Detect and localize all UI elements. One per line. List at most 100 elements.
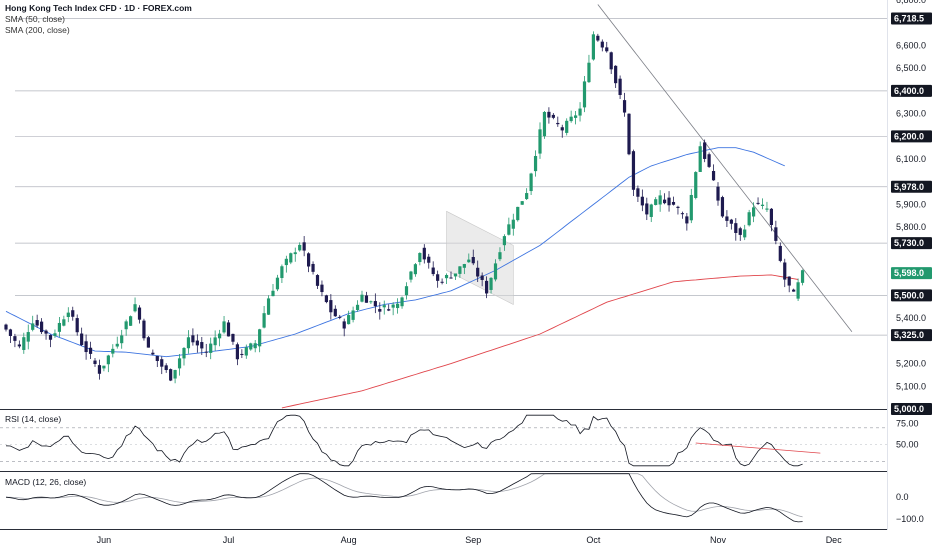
candle-body bbox=[707, 154, 711, 167]
price-tick-label: 6,500.0 bbox=[896, 63, 926, 73]
candle-body bbox=[53, 333, 57, 336]
flag-channel bbox=[446, 210, 514, 305]
candle-body bbox=[760, 204, 765, 206]
price-axis[interactable]: 6,800.0 6,600.0 6,500.0 6,300.0 6,100.0 5,900… bbox=[891, 0, 932, 524]
time-tick-label: Jun bbox=[97, 535, 112, 545]
candle-body bbox=[75, 318, 79, 333]
price-level-tag bbox=[891, 289, 932, 302]
trend-line bbox=[597, 4, 853, 332]
candle-body bbox=[738, 228, 742, 235]
instrument-title[interactable]: Hong Kong Tech Index CFD · 1D · FOREX.co… bbox=[5, 3, 192, 13]
pane-separators bbox=[0, 0, 888, 530]
candle-body bbox=[689, 194, 693, 221]
horizontal-levels bbox=[15, 18, 887, 336]
candle-body bbox=[493, 263, 498, 280]
price-level-tag-label: 5,325.0 bbox=[894, 330, 924, 340]
candle-body bbox=[97, 365, 102, 374]
candle-body bbox=[351, 310, 355, 320]
rsi-tick-label: 50.00 bbox=[896, 440, 919, 450]
price-level-tag bbox=[891, 267, 932, 280]
candle-body bbox=[280, 266, 284, 279]
candle-body bbox=[698, 146, 702, 172]
candle-body bbox=[792, 289, 796, 292]
candle-body bbox=[311, 263, 315, 272]
candle-body bbox=[640, 196, 644, 206]
price-level-tag-label: 6,718.5 bbox=[894, 14, 924, 24]
candle-body bbox=[680, 213, 684, 215]
candle-body bbox=[800, 270, 805, 283]
candle-body bbox=[186, 337, 191, 349]
candle-body bbox=[587, 62, 591, 83]
candle-body bbox=[404, 286, 409, 296]
candle-body bbox=[627, 113, 631, 155]
candle-body bbox=[22, 337, 26, 350]
candle-body bbox=[84, 341, 88, 353]
candle-body bbox=[342, 321, 346, 329]
candle-body bbox=[347, 315, 351, 325]
candle-body bbox=[244, 347, 248, 356]
sma200-legend[interactable]: SMA (200, close) bbox=[5, 25, 70, 35]
candle-body bbox=[556, 122, 560, 125]
candle-body bbox=[725, 216, 729, 221]
candle-body bbox=[458, 266, 462, 274]
candle-body bbox=[266, 298, 271, 315]
candle-body bbox=[231, 333, 235, 342]
candle-body bbox=[111, 348, 115, 354]
candle-body bbox=[320, 284, 324, 293]
candle-body bbox=[26, 332, 30, 342]
candle-body bbox=[703, 142, 707, 159]
candle-body bbox=[489, 277, 493, 290]
candle-body bbox=[222, 321, 226, 333]
candle-body bbox=[520, 201, 524, 205]
rsi-trendline bbox=[695, 442, 821, 454]
price-level-tag bbox=[891, 12, 932, 25]
candle-body bbox=[502, 236, 506, 246]
candle-body bbox=[213, 337, 217, 346]
price-level-tag bbox=[891, 237, 932, 250]
candle-body bbox=[427, 256, 431, 263]
candle-body bbox=[271, 290, 275, 297]
price-level-tag-label: 5,978.0 bbox=[894, 182, 924, 192]
candle-body bbox=[711, 170, 716, 181]
candle-body bbox=[169, 369, 173, 381]
sma50-legend[interactable]: SMA (50, close) bbox=[5, 14, 65, 24]
candle-body bbox=[80, 333, 84, 345]
candle-body bbox=[378, 309, 382, 312]
candle-body bbox=[360, 294, 364, 302]
candle-body bbox=[747, 212, 751, 226]
candle-body bbox=[226, 322, 231, 337]
candle-body bbox=[155, 355, 159, 362]
sma200-path bbox=[281, 274, 799, 409]
candle-body bbox=[600, 41, 604, 48]
candle-body bbox=[315, 275, 320, 286]
rsi-tick-label: 75.00 bbox=[896, 419, 919, 429]
rsi-legend[interactable]: RSI (14, close) bbox=[5, 414, 62, 424]
price-level-tag-label: 5,000.0 bbox=[894, 404, 924, 414]
candle-body bbox=[204, 351, 208, 353]
candle-body bbox=[542, 111, 547, 137]
candle-body bbox=[440, 281, 444, 283]
candle-body bbox=[240, 353, 244, 355]
candle-body bbox=[636, 188, 640, 197]
candle-body bbox=[480, 275, 484, 280]
candle-body bbox=[756, 202, 760, 204]
candle-body bbox=[293, 252, 297, 255]
price-tick-label: 6,100.0 bbox=[896, 154, 926, 164]
candle-body bbox=[485, 280, 489, 294]
candle-body bbox=[654, 199, 658, 205]
candle-body bbox=[324, 295, 328, 303]
candle-body bbox=[151, 352, 155, 355]
candle-body bbox=[525, 193, 529, 200]
candle-body bbox=[551, 114, 555, 118]
candle-body bbox=[191, 335, 195, 343]
candle-body bbox=[453, 273, 458, 277]
time-axis[interactable]: Jun Jul Aug Sep Oct Nov Dec bbox=[97, 535, 843, 545]
candle-body bbox=[769, 208, 773, 226]
price-level-tag-label: 6,400.0 bbox=[894, 86, 924, 96]
candle-body bbox=[418, 253, 422, 263]
candle-body bbox=[444, 274, 449, 279]
macd-legend[interactable]: MACD (12, 26, close) bbox=[5, 477, 87, 487]
candle-body bbox=[516, 206, 520, 221]
candle-body bbox=[422, 247, 426, 260]
